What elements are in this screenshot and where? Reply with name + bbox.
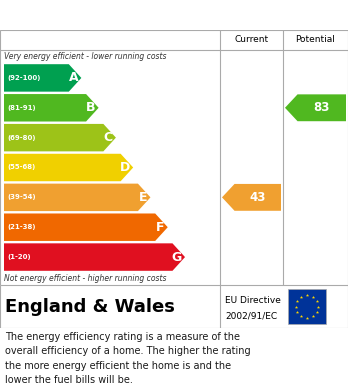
Text: (55-68): (55-68) [7, 165, 35, 170]
Text: (39-54): (39-54) [7, 194, 35, 200]
Text: The energy efficiency rating is a measure of the
overall efficiency of a home. T: The energy efficiency rating is a measur… [5, 332, 251, 385]
Text: (92-100): (92-100) [7, 75, 40, 81]
Text: England & Wales: England & Wales [5, 298, 175, 316]
Text: (81-91): (81-91) [7, 105, 35, 111]
Bar [288, 289, 326, 324]
Text: Very energy efficient - lower running costs: Very energy efficient - lower running co… [4, 52, 166, 61]
Text: B: B [86, 101, 96, 114]
Text: (69-80): (69-80) [7, 135, 35, 141]
Text: E: E [139, 191, 148, 204]
Text: Not energy efficient - higher running costs: Not energy efficient - higher running co… [4, 274, 166, 283]
Polygon shape [4, 64, 81, 91]
Text: C: C [104, 131, 113, 144]
Text: (1-20): (1-20) [7, 254, 31, 260]
Polygon shape [4, 94, 98, 122]
Polygon shape [4, 213, 168, 241]
Text: 43: 43 [250, 191, 266, 204]
Text: F: F [156, 221, 165, 234]
Text: 2002/91/EC: 2002/91/EC [225, 312, 277, 321]
Text: A: A [69, 72, 78, 84]
Text: Current: Current [235, 36, 269, 45]
Polygon shape [4, 154, 133, 181]
Text: 83: 83 [314, 101, 330, 114]
Polygon shape [4, 124, 116, 151]
Polygon shape [222, 184, 281, 211]
Polygon shape [4, 243, 185, 271]
Text: Energy Efficiency Rating: Energy Efficiency Rating [6, 7, 216, 23]
Text: D: D [120, 161, 130, 174]
Polygon shape [285, 94, 346, 121]
Text: G: G [172, 251, 182, 264]
Text: EU Directive: EU Directive [225, 296, 281, 305]
Text: (21-38): (21-38) [7, 224, 35, 230]
Polygon shape [4, 184, 150, 211]
Text: Potential: Potential [295, 36, 335, 45]
